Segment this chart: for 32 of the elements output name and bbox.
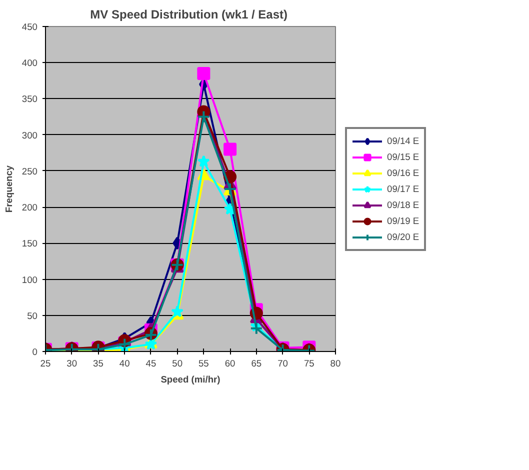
x-tick-label: 30 xyxy=(66,358,78,368)
y-tick-label: 0 xyxy=(32,347,38,357)
x-tick-label: 45 xyxy=(146,358,156,368)
chart-title: MV Speed Distribution (wk1 / East) xyxy=(90,8,288,22)
y-tick-label: 100 xyxy=(22,274,38,285)
y-tick-label: 200 xyxy=(22,202,38,213)
legend-label: 09/16 E xyxy=(387,166,420,180)
x-tick-label: 50 xyxy=(172,358,183,368)
y-tick-label: 400 xyxy=(22,58,38,68)
x-tick-label: 60 xyxy=(224,358,236,368)
y-tick-label: 150 xyxy=(22,238,38,249)
x-tick-label: 35 xyxy=(93,358,104,368)
x-tick-label: 70 xyxy=(278,358,288,368)
legend-label: 09/17 E xyxy=(387,182,420,196)
y-tick-label: 250 xyxy=(22,166,38,176)
legend-label: 09/14 E xyxy=(387,134,420,148)
legend-label: 09/19 E xyxy=(387,214,420,228)
y-tick-label: 50 xyxy=(27,310,38,321)
legend-label: 09/15 E xyxy=(387,150,420,164)
legend-label: 09/20 E xyxy=(387,230,420,244)
x-tick-label: 25 xyxy=(40,358,51,368)
legend-label: 09/18 E xyxy=(387,198,420,212)
y-tick-label: 300 xyxy=(22,130,38,140)
x-tick-label: 75 xyxy=(304,358,314,368)
x-tick-label: 80 xyxy=(330,358,341,368)
y-tick-label: 450 xyxy=(22,22,38,32)
y-axis-title: Frequency xyxy=(4,164,14,213)
y-tick-label: 350 xyxy=(22,94,38,104)
x-tick-label: 55 xyxy=(198,358,209,368)
x-axis-title: Speed (mi/hr) xyxy=(160,374,220,384)
x-tick-label: 65 xyxy=(251,358,262,368)
x-tick-label: 40 xyxy=(119,358,130,368)
